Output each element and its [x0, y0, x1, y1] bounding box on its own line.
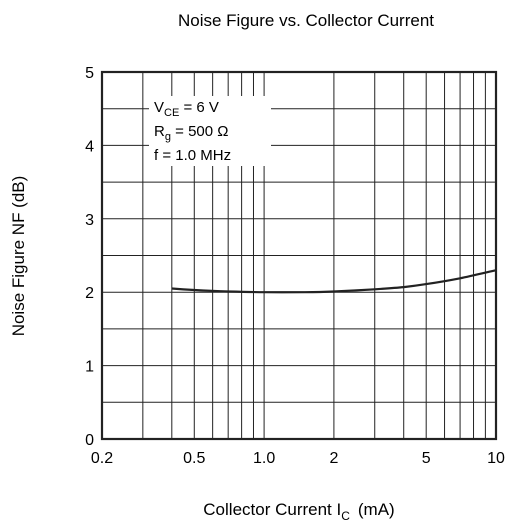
condition-annotation: VCE = 6 V Rg = 500 Ω f = 1.0 MHz	[149, 96, 271, 166]
y-tick-label: 2	[85, 285, 94, 302]
annotation-vce: VCE = 6 V	[154, 99, 219, 119]
y-tick-label: 5	[85, 65, 94, 82]
y-tick-label: 0	[85, 432, 94, 449]
x-tick-label: 1.0	[253, 450, 275, 467]
y-tick-label: 4	[85, 138, 94, 155]
x-tick-label: 10	[487, 450, 505, 467]
annotation-frequency: f = 1.0 MHz	[154, 147, 231, 164]
y-tick-label: 3	[85, 212, 94, 229]
plot-frame	[100, 70, 498, 441]
x-tick-label: 0.5	[183, 450, 205, 467]
annotation-background	[149, 96, 271, 166]
noise-figure-curve	[171, 269, 497, 294]
y-axis-label: Noise Figure NF (dB)	[9, 176, 28, 337]
x-tick-label: 0.2	[91, 450, 113, 467]
x-tick-label: 5	[422, 450, 431, 467]
y-tick-labels: 0 1 2 3 4 5	[85, 65, 94, 449]
annotation-rg: Rg = 500 Ω	[154, 123, 228, 143]
y-tick-label: 1	[85, 359, 94, 376]
x-tick-label: 2	[329, 450, 338, 467]
x-tick-labels: 0.2 0.5 1.0 2 5 10	[91, 450, 505, 467]
x-axis-label: Collector Current IC (mA)	[203, 500, 394, 523]
chart-title: Noise Figure vs. Collector Current	[178, 11, 434, 30]
